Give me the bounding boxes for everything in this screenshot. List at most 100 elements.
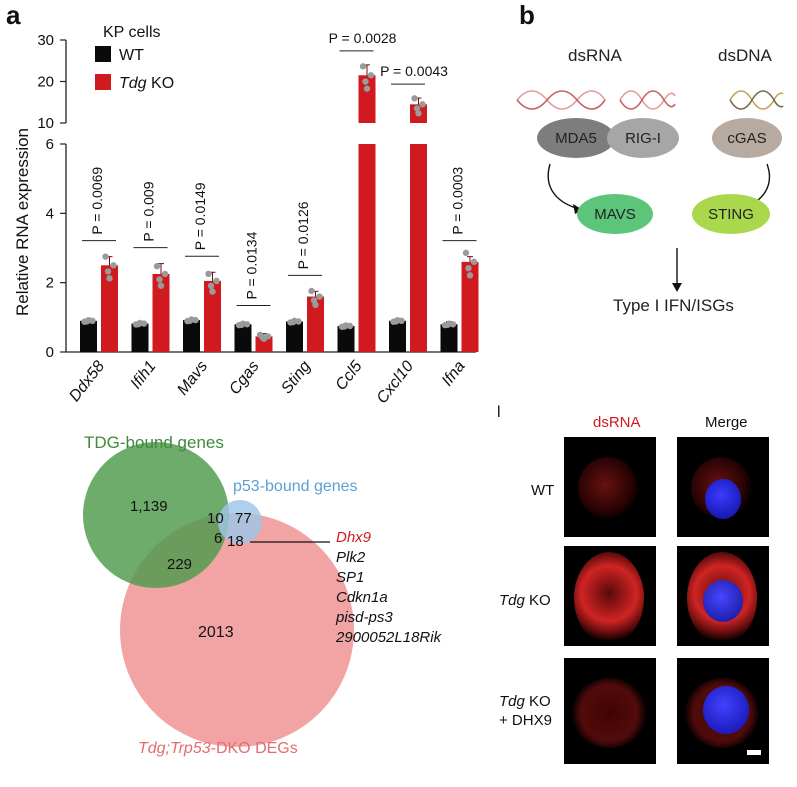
bar [204, 280, 221, 352]
data-point [102, 253, 109, 260]
venn-dko-title-italic: Tdg;Trp53 [138, 740, 211, 757]
venn-count-tdg-dko: 229 [167, 556, 193, 573]
data-point [264, 333, 272, 340]
bar [286, 321, 303, 352]
data-point [449, 321, 457, 328]
row-label-dhx9-line2: + DHX9 [499, 712, 552, 729]
row-label-tdg-ko-dhx9: Tdg KO + DHX9 [499, 692, 552, 730]
data-point [186, 317, 194, 324]
venn-diagram [83, 442, 354, 747]
category-label: Sting [278, 358, 314, 397]
data-point [419, 101, 426, 108]
rigi-node: RIG-I [607, 118, 679, 158]
col-label-merge: Merge [705, 414, 748, 431]
p-value-label: P = 0.0134 [244, 231, 260, 299]
p53-circle [218, 500, 262, 544]
p-value-label: P = 0.0028 [329, 30, 397, 46]
panel-b-letter: b [519, 0, 535, 30]
data-point [157, 282, 165, 289]
gene-item: Cdkn1a [336, 589, 388, 606]
data-point [359, 63, 367, 70]
bar [307, 296, 324, 352]
category-label: Cgas [226, 358, 262, 398]
data-point [209, 288, 216, 295]
data-point [295, 318, 302, 325]
data-point [104, 268, 112, 275]
data-point [243, 321, 251, 328]
data-point [213, 277, 220, 285]
bar [101, 265, 118, 352]
row-label-wt: WT [531, 482, 555, 499]
data-point [153, 263, 161, 270]
pathway-diagram [516, 90, 784, 292]
venn-dko-title: Tdg;Trp53-DKO DEGs [138, 740, 298, 758]
venn-count-p53-only: 77 [235, 510, 252, 527]
data-point [465, 264, 472, 272]
arrow-mda5-to-mavs [547, 163, 584, 211]
category-label: Cxcl10 [374, 358, 418, 407]
data-point [156, 276, 163, 283]
venn-count-tdg-only: 1,139 [130, 498, 168, 515]
tick-group: 0 2 4 6 10 20 30 [37, 32, 66, 361]
bar [389, 320, 406, 352]
data-point [289, 318, 297, 326]
micrograph-ko-dsrna [564, 546, 656, 646]
data-point [192, 316, 199, 324]
bar [152, 274, 170, 352]
data-point [83, 318, 91, 325]
data-point [462, 249, 470, 257]
legend-wt-label: WT [119, 47, 144, 64]
bar [234, 324, 252, 352]
venn-count-tdg-p53: 10 [207, 510, 224, 527]
data-point [89, 317, 96, 324]
row-label-dhx9-italic: Tdg [499, 693, 525, 710]
row-label-tdg-ko-italic: Tdg [499, 592, 525, 609]
data-point [363, 85, 371, 92]
legend-title: KP cells [103, 24, 161, 41]
row-label-tdg-ko: Tdg KO [499, 592, 551, 609]
micrograph-wt-merge [677, 437, 769, 537]
gene-item: 2900052L18Rik [336, 629, 442, 646]
mavs-node: MAVS [577, 194, 653, 234]
cgas-node: cGAS [712, 118, 782, 158]
bar [255, 336, 273, 352]
panel-mark: l [497, 404, 501, 421]
category-label: Ifna [439, 358, 469, 390]
category-label: Ifih1 [128, 358, 160, 392]
bar [337, 326, 355, 352]
nucleus [705, 479, 741, 519]
data-point [413, 105, 421, 112]
nucleus [703, 580, 743, 622]
y-tick-label: 30 [37, 32, 54, 49]
p-value-label: P = 0.0069 [89, 167, 105, 235]
venn-count-dko-only: 2013 [198, 624, 234, 641]
panel-a-letter: a [6, 0, 21, 30]
dsrna-helix-icon-2 [619, 90, 676, 110]
p-value-label: P = 0.0126 [295, 201, 311, 269]
data-point [411, 95, 418, 102]
data-point [110, 262, 117, 269]
micrograph-wt-dsrna [564, 437, 656, 537]
cgas-label: cGAS [727, 129, 767, 147]
y-tick-label: 4 [46, 205, 54, 222]
mda5-label: MDA5 [555, 129, 597, 147]
data-point [316, 293, 323, 300]
venn-dko-title-rest: -DKO DEGs [210, 740, 298, 757]
data-point [367, 72, 375, 79]
bar-chart: 0 2 4 6 10 20 30 P = 0.0069 P = 0.009 P = 0.0149… [13, 24, 479, 407]
data-point [135, 320, 142, 328]
data-point [415, 110, 422, 117]
dot-group [81, 63, 478, 342]
micrograph-dhx9-merge [677, 658, 769, 764]
y-tick-label: 0 [46, 344, 54, 361]
row-label-dhx9-rest: KO [524, 693, 551, 710]
y-tick-label: 20 [37, 74, 54, 91]
gene-list: Dhx9 Plk2 SP1 Cdkn1a pisd-ps3 2900052L18… [336, 528, 441, 648]
bar [358, 144, 376, 352]
data-point [444, 321, 451, 329]
gene-item: pisd-ps3 [336, 609, 393, 626]
venn-count-p53-dko: 18 [227, 533, 244, 550]
gene-item: Plk2 [336, 549, 366, 566]
data-point [398, 317, 405, 324]
category-label-group: Ddx58 Ifih1 Mavs Cgas Sting Ccl5 Cxcl10 Ifna [66, 358, 468, 407]
